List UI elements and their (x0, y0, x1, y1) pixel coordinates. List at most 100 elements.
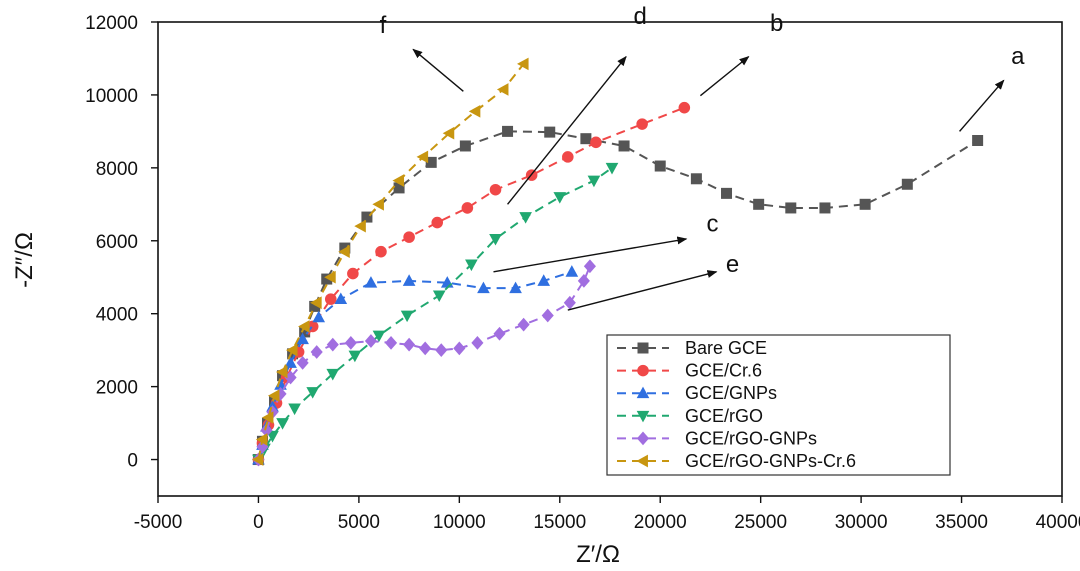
series-5-point-8 (326, 337, 339, 352)
series-1-point-5 (287, 348, 299, 360)
x-tick-label-3: 10000 (433, 512, 486, 533)
series-2-point-10 (403, 231, 415, 243)
series-1-point-22 (785, 202, 797, 214)
series-6-point-15 (468, 105, 481, 118)
x-tick-label-5: 20000 (634, 512, 687, 533)
y-tick-label-1: 2000 (96, 378, 138, 399)
series-4-line (257, 167, 613, 461)
series-6-point-7 (310, 296, 322, 310)
legend-entry-2: GCE/Cr.6 (617, 361, 762, 381)
legend-marker-2 (637, 364, 649, 377)
series-5-point-7 (310, 345, 323, 359)
series-4-point-12 (489, 233, 502, 246)
legend-label-5: GCE/rGO-GNPs (685, 428, 817, 448)
series-1-point-17 (618, 140, 630, 152)
legend: Bare GCEGCE/Cr.6GCE/GNPsGCE/rGOGCE/rGO-G… (606, 334, 951, 476)
y-tick-label-5: 10000 (85, 86, 138, 107)
y-tick-label-6: 12000 (85, 13, 138, 34)
series-2-point-16 (590, 136, 602, 149)
series-4 (252, 162, 619, 467)
annotation-label-e: e (726, 251, 739, 278)
series-1-point-26 (972, 135, 984, 146)
annotation-arrow-e (567, 270, 718, 311)
legend-entry-6: GCE/rGO-GNPs-Cr.6 (617, 451, 856, 471)
series-6-point-16 (496, 83, 509, 96)
legend-entry-1: Bare GCE (617, 338, 767, 358)
legend-marker-6 (636, 454, 648, 468)
series-2-point-15 (562, 151, 574, 163)
y-tick-label-4: 8000 (96, 159, 138, 180)
series-4-point-15 (587, 175, 601, 188)
x-tick-label-7: 30000 (835, 512, 888, 533)
series-4-point-3 (276, 418, 289, 430)
series-2-point-18 (678, 101, 691, 114)
legend-label-3: GCE/GNPs (685, 383, 777, 403)
series-6-point-1 (255, 433, 268, 446)
series-5-point-12 (403, 337, 416, 352)
axis-ticks: -5000 0 5000 10000 15000 20000 25000 30000 35000… (85, 13, 1080, 533)
legend-box (606, 334, 951, 476)
y-tick-label-2: 4000 (96, 305, 138, 326)
annotation-label-c: c (706, 211, 718, 238)
series-2-point-8 (347, 267, 359, 280)
series-5-point-11 (384, 335, 398, 350)
series-2-point-13 (489, 183, 502, 196)
series-5-point-10 (364, 334, 377, 348)
series-6-point-14 (442, 126, 455, 140)
series-3-point-8 (334, 292, 348, 305)
series-5-point-17 (493, 326, 506, 341)
series-6-point-10 (354, 219, 366, 233)
series-6-point-2 (261, 411, 274, 424)
legend-marker-4 (636, 410, 650, 423)
series-1-point-25 (901, 178, 913, 190)
series-1-point-10 (361, 211, 373, 223)
series-5-point-19 (541, 308, 554, 323)
series-5-point-13 (419, 341, 432, 356)
x-tick-label-6: 25000 (734, 512, 787, 533)
series-1-point-11 (393, 182, 405, 194)
series-3-line (257, 270, 573, 460)
series-3-point-10 (402, 274, 416, 286)
series-5 (252, 259, 596, 467)
series-5-point-22 (583, 259, 596, 274)
series-6 (251, 57, 529, 466)
series-1-point-23 (819, 202, 831, 214)
series-4-point-14 (553, 192, 567, 204)
series-1-point-6 (299, 326, 311, 338)
series-4-point-10 (432, 290, 446, 303)
series-3-point-15 (565, 265, 579, 277)
series-5-point-4 (274, 387, 287, 401)
series-5-point-15 (453, 341, 466, 356)
series-3-point-13 (509, 281, 522, 294)
series-6-point-6 (298, 320, 310, 333)
series-6-point-12 (392, 174, 405, 187)
legend-entry-4: GCE/rGO (617, 406, 763, 426)
y-tick-label-0: 0 (127, 451, 138, 472)
annotation-arrow-b (699, 56, 750, 97)
series-4-point-5 (306, 387, 320, 399)
legend-entry-3: GCE/GNPs (617, 383, 777, 403)
x-tick-label-2: 5000 (338, 512, 380, 533)
series-6-line (257, 63, 525, 460)
y-axis-title: -Z″/Ω (11, 232, 38, 288)
legend-label-6: GCE/rGO-GNPs-Cr.6 (685, 451, 856, 471)
series-2-point-12 (461, 202, 474, 214)
x-tick-label-8: 35000 (935, 512, 988, 533)
series-5-point-14 (435, 343, 448, 358)
legend-entry-5: GCE/rGO-GNPs (617, 428, 817, 448)
series-5-point-20 (563, 295, 576, 310)
annotation-arrow-a (959, 79, 1005, 132)
series-6-point-13 (416, 150, 429, 164)
series-6-point-3 (267, 389, 280, 403)
x-tick-label-0: -5000 (134, 512, 183, 533)
series-1-point-15 (544, 126, 556, 138)
series-1-point-18 (654, 160, 666, 172)
annotation-arrow-c (493, 236, 688, 273)
plot-frame (157, 21, 1063, 497)
legend-label-1: Bare GCE (685, 338, 767, 358)
legend-marker-3 (636, 386, 650, 399)
annotation-label-d: d (633, 3, 646, 30)
series-5-point-2 (260, 423, 273, 438)
series-5-point-6 (296, 356, 309, 370)
